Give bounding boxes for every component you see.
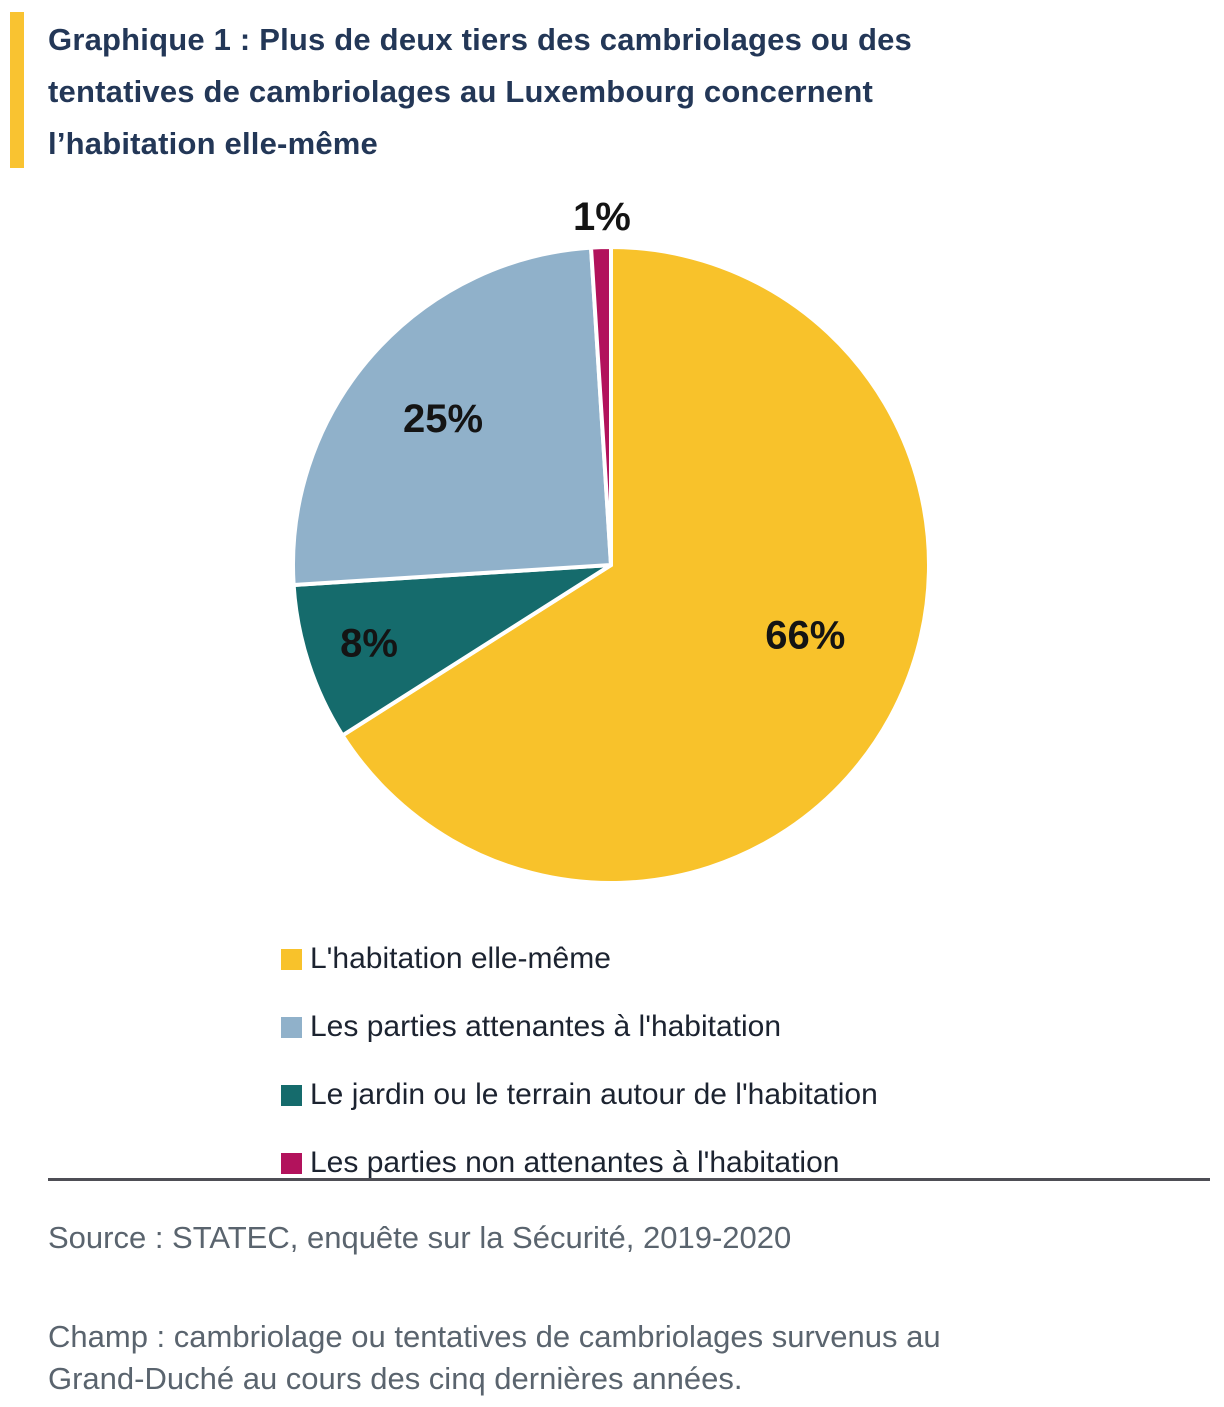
chart-title-line: l’habitation elle-même: [48, 126, 378, 161]
chart-title: Graphique 1 : Plus de deux tiers des cam…: [48, 14, 1198, 170]
pie-slice-1: [291, 245, 613, 587]
chart-title-line: tentatives de cambriolages au Luxembourg…: [48, 74, 874, 109]
pie-slice-3: [589, 245, 613, 567]
champ-text: Champ : cambriolage ou tentatives de cam…: [48, 1316, 941, 1400]
legend-label: L'habitation elle-même: [310, 942, 611, 975]
champ-text-line: Champ : cambriolage ou tentatives de cam…: [48, 1319, 941, 1354]
title-accent-bar: [10, 12, 24, 168]
pie-slice-label: 1%: [573, 195, 631, 239]
pie-slice-0: [340, 245, 931, 885]
legend-item-parties-non-attenantes: Les parties non attenantes à l'habitatio…: [281, 1144, 878, 1182]
legend-label: Les parties attenantes à l'habitation: [310, 1010, 782, 1043]
champ-text-line: Grand-Duché au cours des cinq dernières …: [48, 1361, 743, 1396]
legend: L'habitation elle-même Les parties atten…: [281, 940, 878, 1212]
legend-item-jardin: Le jardin ou le terrain autour de l'habi…: [281, 1076, 878, 1114]
legend-label: Les parties non attenantes à l'habitatio…: [310, 1146, 840, 1179]
pie-slice-label: 25%: [403, 397, 483, 441]
chart-title-line: Graphique 1 : Plus de deux tiers des cam…: [48, 22, 912, 57]
legend-swatch-magenta: [281, 1152, 302, 1174]
pie-slice-label: 66%: [765, 614, 845, 658]
legend-label: Le jardin ou le terrain autour de l'habi…: [310, 1078, 878, 1111]
divider-line: [48, 1178, 1210, 1181]
legend-swatch-yellow: [281, 948, 302, 970]
legend-item-parties-attenantes: Les parties attenantes à l'habitation: [281, 1008, 878, 1046]
pie-chart: 66% 25% 8% 1%: [291, 195, 931, 885]
pie-slice-label: 8%: [340, 622, 398, 666]
pie-slice-2: [291, 563, 613, 738]
legend-item-habitation: L'habitation elle-même: [281, 940, 878, 978]
legend-swatch-teal: [281, 1084, 302, 1106]
legend-swatch-blue: [281, 1016, 302, 1038]
source-text: Source : STATEC, enquête sur la Sécurité…: [48, 1220, 792, 1255]
